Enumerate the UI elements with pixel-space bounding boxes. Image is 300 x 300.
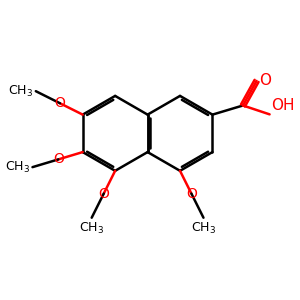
Text: O: O	[55, 96, 65, 110]
Text: O: O	[259, 74, 271, 88]
Text: O: O	[98, 187, 109, 201]
Text: CH$_3$: CH$_3$	[79, 220, 104, 236]
Text: CH$_3$: CH$_3$	[4, 160, 30, 175]
Text: CH$_3$: CH$_3$	[8, 84, 33, 99]
Text: OH: OH	[271, 98, 295, 113]
Text: O: O	[53, 152, 64, 167]
Text: CH$_3$: CH$_3$	[191, 220, 216, 236]
Text: O: O	[186, 187, 197, 201]
